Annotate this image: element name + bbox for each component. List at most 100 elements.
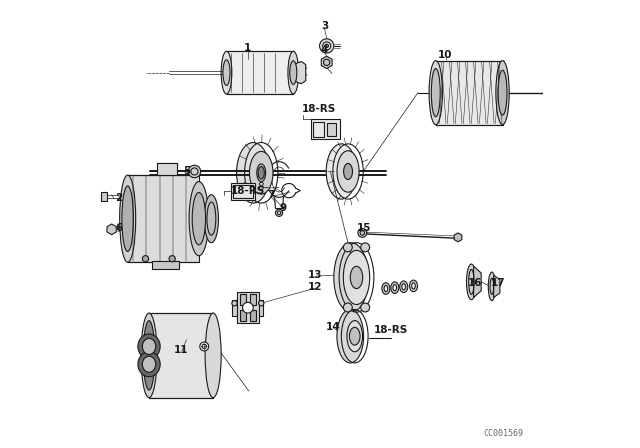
Text: 13: 13 (308, 270, 323, 280)
Bar (152, 261, 179, 269)
Ellipse shape (290, 61, 297, 84)
Circle shape (232, 301, 237, 306)
Text: 4: 4 (321, 45, 328, 56)
Ellipse shape (429, 60, 442, 125)
Polygon shape (100, 192, 107, 201)
Polygon shape (454, 233, 462, 242)
Text: 5: 5 (183, 166, 190, 176)
Circle shape (361, 303, 370, 312)
Circle shape (323, 42, 331, 50)
Bar (250, 310, 256, 321)
Ellipse shape (410, 280, 417, 292)
Circle shape (325, 44, 328, 47)
Bar (231, 183, 255, 199)
Bar (157, 163, 177, 175)
Ellipse shape (334, 243, 369, 312)
Circle shape (200, 342, 209, 351)
Bar (326, 123, 335, 136)
Text: 8–: 8– (257, 182, 269, 192)
Bar (311, 119, 340, 139)
Bar (250, 294, 256, 306)
Text: 10: 10 (437, 50, 452, 60)
Polygon shape (493, 275, 500, 297)
Ellipse shape (257, 164, 266, 182)
Ellipse shape (223, 60, 230, 86)
Ellipse shape (205, 313, 221, 398)
Ellipse shape (400, 281, 408, 293)
Circle shape (344, 243, 352, 252)
Polygon shape (321, 56, 332, 69)
Ellipse shape (142, 338, 156, 354)
Ellipse shape (143, 321, 155, 390)
Circle shape (319, 39, 334, 53)
Text: 11: 11 (174, 345, 188, 354)
Bar (436, 60, 502, 125)
Text: 14: 14 (326, 322, 340, 332)
Ellipse shape (141, 313, 157, 398)
Bar (237, 292, 259, 323)
Ellipse shape (488, 272, 495, 301)
Text: 18-RS: 18-RS (231, 185, 265, 196)
Text: 3: 3 (321, 21, 328, 31)
Bar (259, 300, 264, 316)
Text: 12: 12 (307, 282, 322, 292)
Circle shape (275, 209, 283, 216)
Text: 2: 2 (115, 193, 122, 203)
Ellipse shape (391, 282, 399, 293)
Polygon shape (474, 266, 481, 297)
Circle shape (188, 165, 201, 178)
Ellipse shape (250, 151, 273, 194)
Circle shape (259, 301, 264, 306)
Text: 15: 15 (356, 224, 371, 233)
Ellipse shape (204, 195, 218, 243)
Ellipse shape (120, 175, 136, 262)
Ellipse shape (384, 285, 388, 292)
Text: 9: 9 (280, 203, 287, 213)
Ellipse shape (237, 142, 270, 203)
Ellipse shape (122, 186, 134, 251)
Ellipse shape (382, 283, 390, 294)
Bar (240, 294, 246, 306)
Ellipse shape (138, 352, 160, 377)
Text: 7: 7 (268, 190, 275, 200)
Ellipse shape (350, 266, 363, 289)
Ellipse shape (431, 69, 440, 116)
Ellipse shape (138, 334, 160, 359)
Polygon shape (296, 61, 306, 84)
Bar (149, 313, 213, 398)
Ellipse shape (288, 51, 299, 94)
Text: 1: 1 (244, 43, 252, 53)
Ellipse shape (192, 193, 205, 245)
Ellipse shape (337, 310, 364, 363)
Text: 16: 16 (468, 278, 482, 288)
Ellipse shape (393, 284, 397, 291)
Ellipse shape (337, 151, 359, 192)
Ellipse shape (142, 356, 156, 372)
Circle shape (344, 303, 352, 312)
Ellipse shape (326, 144, 356, 199)
Polygon shape (107, 224, 116, 235)
Ellipse shape (258, 167, 264, 179)
Ellipse shape (412, 283, 415, 289)
Ellipse shape (343, 250, 370, 305)
Ellipse shape (344, 164, 353, 180)
Ellipse shape (349, 327, 360, 345)
Text: 18-RS: 18-RS (302, 104, 336, 114)
Circle shape (361, 243, 370, 252)
Circle shape (358, 228, 367, 237)
Ellipse shape (347, 321, 362, 352)
Ellipse shape (498, 70, 507, 115)
Bar (232, 300, 237, 316)
Ellipse shape (402, 284, 406, 290)
Bar (314, 121, 324, 137)
Bar (240, 310, 246, 321)
Bar (127, 175, 199, 262)
Ellipse shape (189, 181, 209, 256)
Bar (233, 185, 253, 198)
Ellipse shape (467, 264, 476, 300)
Text: 18-RS: 18-RS (374, 325, 408, 335)
Text: CC001569: CC001569 (483, 429, 524, 438)
Circle shape (169, 256, 175, 262)
Ellipse shape (496, 60, 509, 125)
Circle shape (142, 256, 148, 262)
